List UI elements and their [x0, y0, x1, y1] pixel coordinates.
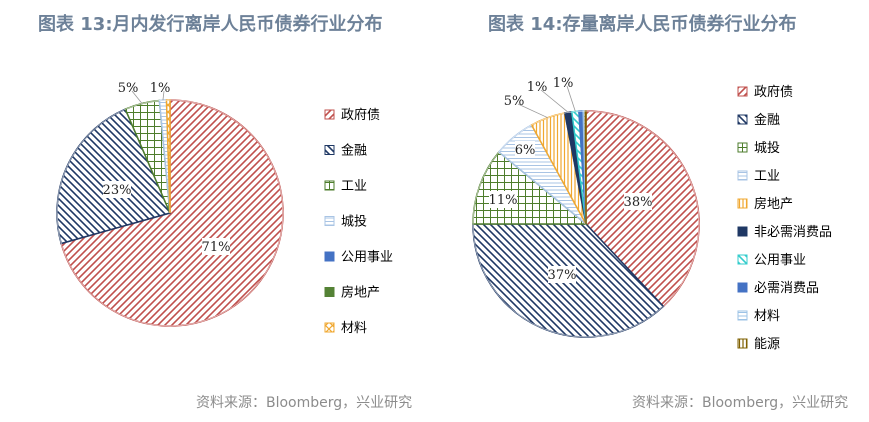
- chart-2-data-label-2: 11%: [489, 193, 518, 208]
- chart-1-legend-swatch-5: [324, 287, 335, 297]
- chart-2-legend-label-7: 必需消费品: [754, 281, 819, 296]
- chart-1-label-bg-0: [202, 238, 230, 255]
- chart-1-legend-label-5: 房地产: [341, 285, 380, 301]
- chart-2-legend-swatch-3: [737, 170, 748, 181]
- chart-2-legend-swatch-0: [737, 86, 748, 97]
- chart-1-legend-label-3: 城投: [341, 214, 367, 230]
- chart-2-legend-label-3: 工业: [754, 169, 780, 184]
- chart-2-leader-4: [517, 103, 548, 119]
- chart-1-source: 资料来源：Bloomberg，兴业研究: [196, 395, 413, 411]
- chart-2-slice-9: [584, 110, 587, 225]
- chart-2-legend-swatch-6: [737, 254, 748, 265]
- chart-2-legend-swatch-2: [737, 142, 748, 153]
- chart-2-title: 图表 14:存量离岸人民币债券行业分布: [488, 14, 797, 35]
- chart-1-legend-label-6: 材料: [341, 321, 367, 336]
- chart-2-legend-swatch-5: [737, 226, 748, 237]
- chart-2-legend-swatch-9: [737, 338, 748, 349]
- chart-2-data-label-4: 5%: [504, 94, 525, 109]
- chart-1-legend-label-2: 工业: [341, 179, 367, 194]
- chart-1-data-label-0: 71%: [202, 240, 231, 255]
- chart-2-data-label-5: 1%: [527, 80, 548, 95]
- chart-2-legend-label-9: 能源: [754, 337, 780, 352]
- chart-2-legend-swatch-8: [737, 310, 748, 321]
- chart-2-legend-label-0: 政府债: [754, 85, 793, 100]
- chart-2-legend-label-5: 非必需消费品: [754, 225, 832, 240]
- chart-2-data-label-0: 38%: [624, 195, 653, 210]
- chart-2-legend-label-4: 房地产: [754, 196, 793, 212]
- chart-2-leader-5: [540, 89, 569, 113]
- chart-2-label-bg-2: [489, 191, 517, 208]
- chart-1-legend-swatch-6: [324, 322, 335, 333]
- chart-1-legend-swatch-3: [324, 216, 335, 226]
- chart-1-data-label-2: 5%: [118, 81, 139, 96]
- chart-1-leader-3: [162, 90, 165, 101]
- chart-2-legend-label-2: 城投: [754, 140, 780, 156]
- chart-2-pie-outline: [472, 110, 700, 338]
- chart-1-legend-label-4: 公用事业: [341, 250, 393, 265]
- chart-1-legend-label-1: 金融: [341, 143, 367, 159]
- chart-2-legend-swatch-1: [737, 114, 748, 125]
- chart-2-data-label-6: 1%: [553, 76, 574, 91]
- chart-1-legend-swatch-1: [324, 145, 335, 155]
- chart-1-legend-swatch-4: [324, 251, 335, 262]
- chart-1-leader-2: [131, 90, 143, 104]
- chart-2-legend-label-8: 材料: [754, 309, 780, 324]
- chart-1-data-label-3: 1%: [150, 81, 171, 96]
- chart-2-legend-swatch-4: [737, 198, 748, 209]
- chart-2-legend-label-6: 公用事业: [754, 253, 806, 268]
- chart-1-legend-swatch-2: [324, 180, 335, 191]
- chart-2-legend-swatch-7: [737, 282, 748, 293]
- pie-chart-2: 38%37%11%6%5%1% 1%: [472, 76, 700, 338]
- chart-2-label-bg-0: [624, 193, 652, 210]
- chart-2-source: 资料来源：Bloomberg，兴业研究: [632, 395, 849, 411]
- chart-2-data-label-1: 37%: [548, 268, 577, 283]
- chart-2-legend-label-1: 金融: [754, 112, 780, 128]
- chart-1-legend-swatch-0: [324, 109, 335, 120]
- chart-1-title: 图表 13:月内发行离岸人民币债券行业分布: [38, 14, 383, 35]
- chart-2-data-label-3: 6%: [515, 143, 536, 158]
- chart-2-leader-6: [566, 85, 576, 112]
- chart-2-label-bg-3: [515, 141, 535, 158]
- chart-1-data-label-1: 23%: [103, 183, 132, 198]
- chart-1-label-bg-1: [103, 181, 131, 198]
- chart-2-label-bg-1: [548, 266, 576, 283]
- chart-1-pie-outline: [56, 99, 284, 327]
- chart-1-legend-label-0: 政府债: [341, 108, 380, 123]
- pie-chart-1: 71% 23% 5% 1%: [56, 81, 284, 327]
